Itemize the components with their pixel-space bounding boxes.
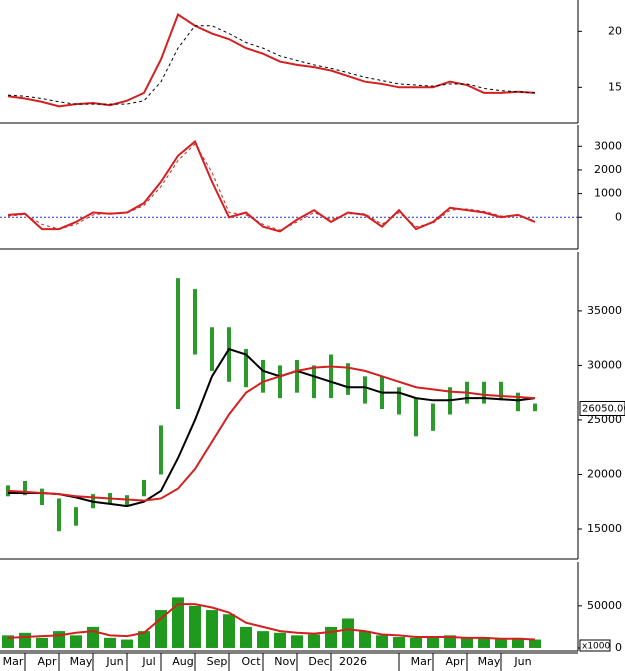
x-tick-label: Oct — [241, 655, 261, 668]
x-tick-label: 2026 — [339, 655, 367, 668]
x-tick-label: Jun — [513, 655, 531, 668]
volume-bar — [53, 631, 65, 648]
candle — [346, 363, 350, 395]
candle — [210, 327, 214, 371]
y-tick-label: 35000 — [587, 304, 622, 317]
unit-label: x1000 — [582, 642, 611, 652]
candle — [244, 349, 248, 388]
y-tick-label: 20000 — [587, 467, 622, 480]
candle — [23, 481, 27, 496]
volume-bar — [376, 635, 388, 648]
candle — [397, 387, 401, 415]
volume-bar — [172, 597, 184, 648]
candle — [74, 507, 78, 526]
y-tick-label: 30000 — [587, 358, 622, 371]
x-tick-label: Nov — [274, 655, 296, 668]
y-tick-label: 20 — [608, 24, 622, 37]
volume-bar — [223, 614, 235, 648]
x-tick-label: Aug — [172, 655, 193, 668]
volume-bar — [359, 631, 371, 648]
candle — [431, 403, 435, 431]
candle — [312, 365, 316, 399]
x-tick-label: Jul — [141, 655, 155, 668]
candle — [142, 479, 146, 497]
candle — [533, 403, 537, 412]
x-tick-label: May — [478, 655, 501, 668]
volume-bar — [308, 634, 320, 648]
candle — [499, 381, 503, 401]
volume-bar — [240, 626, 252, 648]
volume-bar — [36, 637, 48, 648]
candle — [40, 488, 44, 506]
y-tick-label: 1000 — [594, 187, 622, 200]
volume-bar — [512, 637, 524, 648]
series-line — [7, 139, 536, 233]
volume-bar — [325, 626, 337, 648]
candle — [295, 359, 299, 393]
volume-bar — [155, 610, 167, 648]
volume-bar — [495, 638, 507, 648]
volume-bar — [206, 610, 218, 648]
candle — [159, 425, 163, 475]
x-tick-label: Sep — [207, 655, 228, 668]
volume-bar — [478, 637, 490, 648]
volume-bar — [342, 618, 354, 648]
candle — [227, 327, 231, 382]
price-box — [579, 400, 625, 416]
candle — [482, 381, 486, 404]
candle — [57, 498, 61, 532]
volume-bar — [393, 637, 405, 648]
y-tick-label: 0 — [615, 210, 622, 223]
volume-bar — [444, 635, 456, 648]
volume-bar — [410, 637, 422, 648]
volume-bar — [121, 639, 133, 648]
volume-bar — [257, 631, 269, 648]
y-tick-label: 2000 — [594, 163, 622, 176]
volume-bar — [87, 626, 99, 648]
x-tick-label: Dec — [308, 655, 329, 668]
series-line — [7, 365, 536, 502]
x-tick-label: Apr — [37, 655, 57, 668]
candle — [516, 392, 520, 412]
x-tick-label: Mar — [411, 655, 432, 668]
x-tick-label: Mar — [3, 655, 24, 668]
candle — [414, 398, 418, 437]
y-tick-label: 3000 — [594, 139, 622, 152]
volume-bar — [274, 632, 286, 648]
y-tick-label: 50000 — [587, 599, 622, 612]
series-line — [7, 603, 536, 641]
price-label: 26050.00 — [582, 403, 625, 414]
volume-bar — [138, 631, 150, 648]
candle — [193, 289, 197, 355]
candle — [329, 354, 333, 399]
x-tick-label: Jun — [105, 655, 123, 668]
y-tick-label: 0 — [615, 641, 622, 654]
volume-bar — [461, 637, 473, 648]
y-tick-label: 15 — [608, 80, 622, 93]
volume-bar — [529, 639, 541, 648]
volume-bar — [104, 637, 116, 648]
candle — [176, 278, 180, 410]
volume-bar — [427, 636, 439, 648]
y-tick-label: 15000 — [587, 522, 622, 535]
volume-bar — [291, 635, 303, 648]
unit-box — [579, 639, 611, 652]
candle — [261, 359, 265, 393]
candle — [363, 376, 367, 404]
series-line — [8, 347, 536, 508]
volume-bar — [19, 632, 31, 648]
x-tick-label: May — [70, 655, 93, 668]
volume-bar — [189, 605, 201, 648]
x-tick-label: Apr — [445, 655, 465, 668]
candle — [278, 365, 282, 399]
y-tick-label: 25000 — [587, 413, 622, 426]
volume-bar — [70, 635, 82, 648]
series-line — [7, 13, 536, 108]
